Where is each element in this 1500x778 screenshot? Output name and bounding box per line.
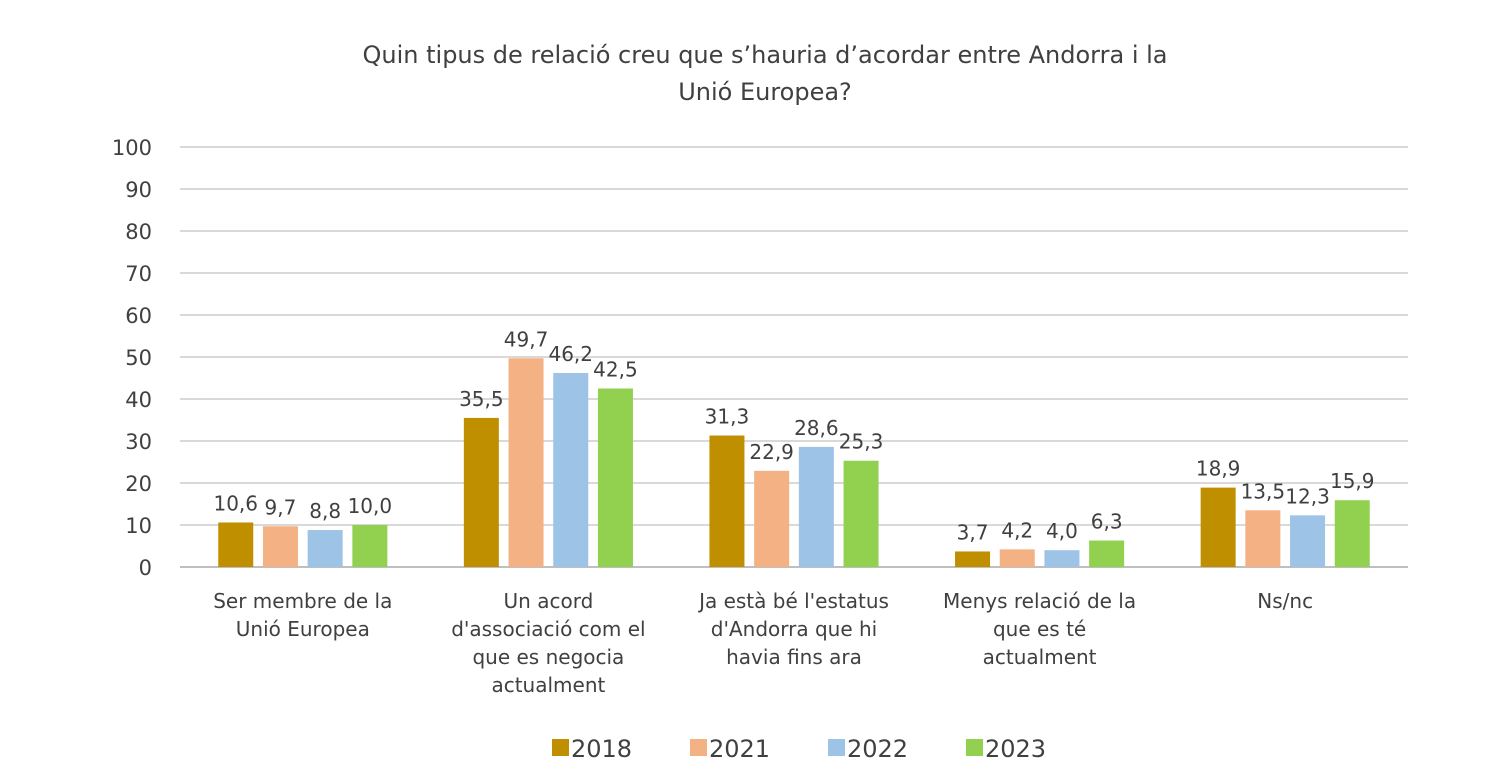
data-label: 4,0 bbox=[1046, 519, 1078, 543]
y-tick-label: 60 bbox=[125, 304, 152, 328]
chart-title: Quin tipus de relació creu que s’hauria … bbox=[363, 41, 1168, 106]
bar-2023 bbox=[1334, 500, 1370, 567]
legend-swatch-2018 bbox=[552, 739, 569, 756]
legend-label: 2022 bbox=[847, 735, 908, 763]
category-label: Ns/nc bbox=[1257, 589, 1313, 613]
legend-swatch-2021 bbox=[690, 739, 707, 756]
data-label: 8,8 bbox=[309, 499, 341, 523]
bar-2021 bbox=[1245, 510, 1281, 567]
data-label: 18,9 bbox=[1196, 457, 1241, 481]
category-label: que es negocia bbox=[472, 645, 624, 669]
legend-swatch-2023 bbox=[966, 739, 983, 756]
category-label: Ser membre de la bbox=[213, 589, 392, 613]
data-label: 3,7 bbox=[957, 520, 989, 544]
legend: 2018 2021 2022 2023 bbox=[552, 735, 1046, 763]
y-tick-label: 50 bbox=[125, 346, 152, 370]
data-label: 4,2 bbox=[1001, 518, 1033, 542]
bar-2018 bbox=[463, 417, 499, 567]
bar-2023 bbox=[843, 460, 879, 567]
bar-2022 bbox=[1044, 550, 1080, 567]
bar-2023 bbox=[597, 388, 633, 567]
chart-title-line: Unió Europea? bbox=[678, 78, 852, 106]
data-label: 13,5 bbox=[1241, 479, 1286, 503]
data-label: 10,6 bbox=[213, 491, 258, 515]
bar-2021 bbox=[508, 358, 544, 567]
data-label: 35,5 bbox=[459, 387, 504, 411]
y-tick-label: 100 bbox=[112, 136, 152, 160]
y-axis: 0 10 20 30 40 50 60 70 80 90 100 bbox=[112, 136, 152, 580]
bars bbox=[218, 358, 1370, 567]
bar-2021 bbox=[754, 470, 790, 567]
bar-2018 bbox=[955, 551, 991, 567]
category-label: actualment bbox=[983, 645, 1097, 669]
legend-swatch-2022 bbox=[828, 739, 845, 756]
category-label: havia fins ara bbox=[726, 645, 862, 669]
bar-2022 bbox=[307, 530, 343, 567]
category-label: Menys relació de la bbox=[943, 589, 1136, 613]
data-label: 22,9 bbox=[749, 440, 794, 464]
data-label: 28,6 bbox=[794, 416, 839, 440]
y-tick-label: 80 bbox=[125, 220, 152, 244]
category-label: Un acord bbox=[504, 589, 594, 613]
legend-label: 2021 bbox=[709, 735, 770, 763]
bar-2021 bbox=[999, 549, 1035, 567]
data-label: 15,9 bbox=[1330, 469, 1375, 493]
y-tick-label: 40 bbox=[125, 388, 152, 412]
category-label: d'associació com el bbox=[451, 617, 645, 641]
legend-label: 2023 bbox=[985, 735, 1046, 763]
data-label: 49,7 bbox=[504, 327, 549, 351]
legend-label: 2018 bbox=[571, 735, 632, 763]
y-tick-label: 90 bbox=[125, 178, 152, 202]
bar-2022 bbox=[1290, 515, 1326, 567]
data-label: 31,3 bbox=[705, 405, 750, 429]
bar-2023 bbox=[352, 525, 388, 567]
y-tick-label: 30 bbox=[125, 430, 152, 454]
data-label: 9,7 bbox=[265, 495, 297, 519]
bar-2018 bbox=[1200, 487, 1236, 567]
category-label: d'Andorra que hi bbox=[711, 617, 877, 641]
category-label: que es té bbox=[993, 617, 1086, 641]
bar-2022 bbox=[798, 446, 834, 567]
data-label: 46,2 bbox=[548, 342, 593, 366]
category-label: actualment bbox=[491, 673, 605, 697]
category-label: Ja està bé l'estatus bbox=[697, 589, 889, 613]
x-axis: Ser membre de la Unió Europea Un acord d'as… bbox=[213, 589, 1313, 697]
data-label: 25,3 bbox=[839, 430, 884, 454]
data-label: 42,5 bbox=[593, 358, 638, 382]
data-label: 12,3 bbox=[1285, 484, 1330, 508]
bar-2018 bbox=[709, 435, 745, 567]
bar-2021 bbox=[262, 526, 298, 567]
bar-2022 bbox=[553, 372, 589, 567]
data-label: 6,3 bbox=[1091, 510, 1123, 534]
category-label: Unió Europea bbox=[236, 617, 370, 641]
y-tick-label: 70 bbox=[125, 262, 152, 286]
chart-title-line: Quin tipus de relació creu que s’hauria … bbox=[363, 41, 1168, 69]
y-tick-label: 20 bbox=[125, 472, 152, 496]
data-label: 10,0 bbox=[348, 494, 393, 518]
y-tick-label: 0 bbox=[139, 556, 152, 580]
bar-2018 bbox=[218, 522, 254, 567]
data-labels: 10,6 9,7 8,8 10,0 35,5 49,746,242,5 31,3 22,928… bbox=[213, 327, 1374, 544]
bar-2023 bbox=[1089, 540, 1125, 567]
y-tick-label: 10 bbox=[125, 514, 152, 538]
